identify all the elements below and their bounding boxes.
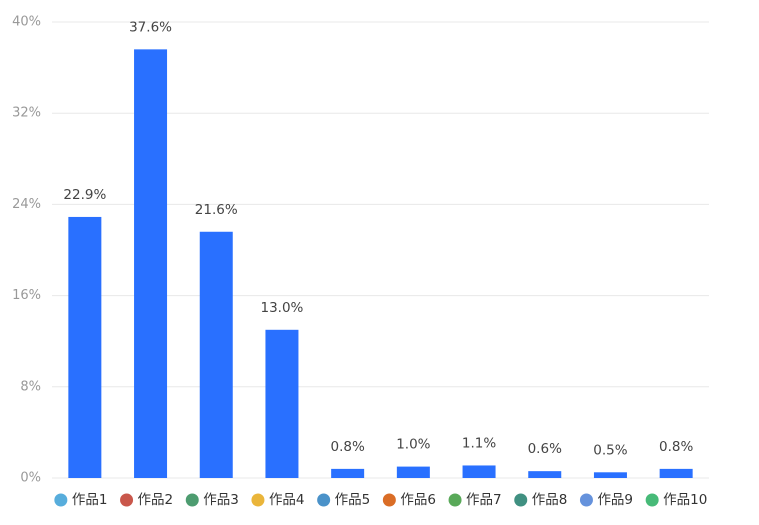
value-label: 37.6% — [129, 19, 172, 35]
bar — [659, 468, 693, 478]
value-label: 0.8% — [659, 439, 693, 455]
x-tick-label: 作品4 — [269, 492, 305, 508]
category-icon — [382, 493, 396, 507]
y-tick-label: 0% — [20, 471, 41, 486]
x-tick-label: 作品9 — [597, 492, 633, 508]
bar — [528, 471, 562, 478]
bar — [593, 472, 627, 478]
value-label: 0.8% — [330, 439, 364, 455]
category-icon — [185, 493, 199, 507]
category-icon — [645, 493, 659, 507]
x-tick-label: 作品6 — [400, 492, 436, 508]
bar — [462, 465, 496, 478]
category-icon — [514, 493, 528, 507]
value-label: 13.0% — [261, 300, 304, 316]
bar — [265, 329, 299, 478]
value-label: 0.5% — [593, 442, 627, 458]
value-label: 21.6% — [195, 202, 238, 218]
y-tick-label: 24% — [12, 197, 41, 212]
value-label: 22.9% — [63, 187, 106, 203]
x-tick-label: 作品10 — [663, 492, 707, 508]
value-label: 1.1% — [462, 435, 496, 451]
bar — [68, 216, 102, 478]
x-tick-label: 作品5 — [335, 492, 371, 508]
bar — [134, 49, 168, 479]
category-icon — [579, 493, 593, 507]
category-icon — [448, 493, 462, 507]
x-tick-label: 作品3 — [203, 492, 239, 508]
category-icon — [317, 493, 331, 507]
y-tick-label: 32% — [12, 106, 41, 121]
value-label: 1.0% — [396, 437, 430, 453]
x-tick-label: 作品2 — [138, 492, 174, 508]
y-tick-label: 40% — [12, 15, 41, 30]
bar — [199, 231, 233, 478]
value-label: 0.6% — [528, 441, 562, 457]
x-tick-label: 作品7 — [466, 492, 502, 508]
category-icon — [251, 493, 265, 507]
category-icon — [54, 493, 68, 507]
y-tick-label: 8% — [20, 379, 41, 394]
x-tick-label: 作品1 — [72, 492, 108, 508]
x-tick-label: 作品8 — [532, 492, 568, 508]
category-icon — [120, 493, 134, 507]
bar — [396, 466, 430, 478]
y-tick-label: 16% — [12, 288, 41, 303]
bar — [331, 468, 365, 478]
